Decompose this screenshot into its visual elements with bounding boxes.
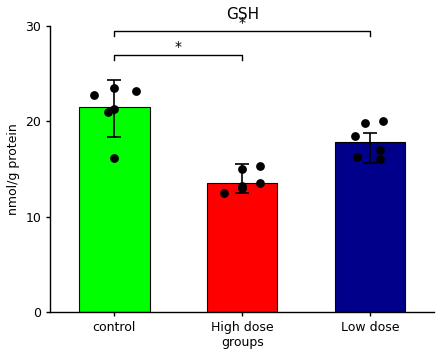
Point	[377, 157, 384, 162]
Text: *: *	[239, 16, 246, 30]
Bar	[79, 107, 149, 312]
Point	[239, 185, 246, 191]
Point	[239, 183, 246, 189]
Bar	[335, 142, 405, 312]
Text: *: *	[175, 40, 182, 53]
Point	[354, 154, 361, 159]
Point	[133, 88, 140, 94]
Bar	[207, 183, 277, 312]
Point	[257, 180, 264, 186]
Point	[379, 119, 386, 124]
Point	[257, 163, 264, 169]
Point	[90, 92, 97, 98]
Point	[105, 109, 112, 115]
Point	[377, 147, 384, 153]
Point	[239, 166, 246, 172]
Point	[111, 155, 118, 160]
Point	[221, 190, 228, 196]
Title: GSH: GSH	[226, 7, 259, 22]
Y-axis label: nmol/g protein: nmol/g protein	[7, 123, 20, 215]
Point	[111, 85, 118, 91]
Point	[351, 133, 358, 138]
Point	[111, 106, 118, 112]
Point	[362, 120, 369, 126]
